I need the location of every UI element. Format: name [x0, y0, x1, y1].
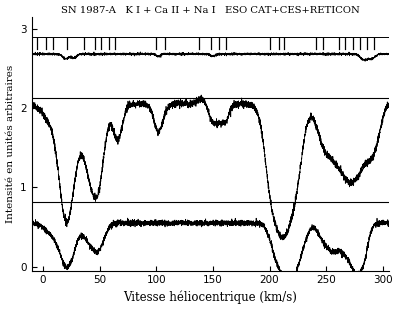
Title: SN 1987-A   K I + Ca II + Na I   ESO CAT+CES+RETICON: SN 1987-A K I + Ca II + Na I ESO CAT+CES…: [61, 6, 359, 15]
Y-axis label: Intensité en unités arbitraires: Intensité en unités arbitraires: [6, 64, 14, 223]
X-axis label: Vitesse héliocentrique (km/s): Vitesse héliocentrique (km/s): [123, 291, 297, 304]
